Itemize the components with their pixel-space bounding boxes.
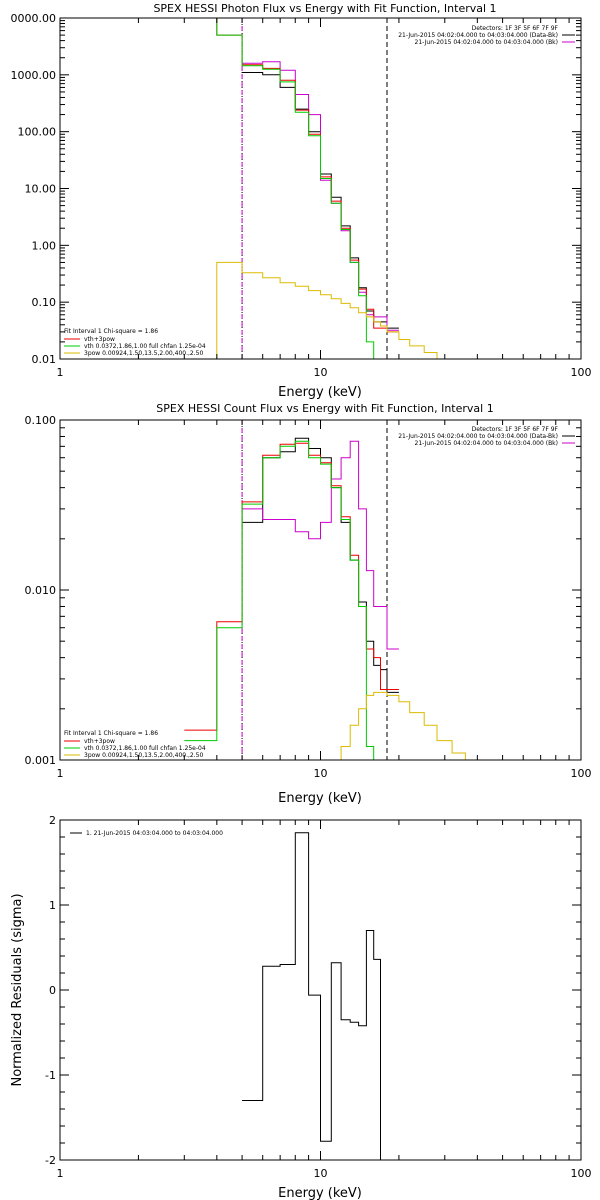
- residuals-y-tick-label: -1: [45, 1069, 56, 1082]
- photon-x-tick-label: 10: [314, 366, 328, 379]
- count-annotation: Detectors: 1F 3F 5F 6F 7F 9F 21-Jun-2015…: [398, 426, 575, 447]
- photon-legend: Fit Interval 1 Chi-square = 1.86 vth+3po…: [64, 328, 206, 357]
- photon-x-tick-label: 100: [571, 366, 592, 379]
- residuals-plot-area: -2 -1 0 1 2 1 10 100: [45, 814, 591, 1180]
- residuals-series-line: [242, 832, 381, 1160]
- photon-x-axis-label: Energy (keV): [278, 385, 362, 400]
- residuals-y-axis-label: Normalized Residuals (sigma): [10, 893, 25, 1086]
- photon-series-line: [242, 61, 399, 331]
- count-x-tick-label: 10: [314, 767, 328, 780]
- photon-legend-entry: 3pow 0.00924,1.50,13.5,2.00,400.,2.50: [84, 350, 203, 357]
- count-y-tick-label: 0.001: [25, 754, 57, 767]
- count-legend: Fit Interval 1 Chi-square = 1.86 vth+3po…: [64, 730, 206, 759]
- photon-series-line: [216, 261, 453, 359]
- residuals-y-tick-label: 2: [49, 814, 56, 827]
- photon-series-line: [216, 18, 399, 333]
- residuals-legend-entry: 1. 21-Jun-2015 04:03:04.000 to 04:03:04.…: [86, 830, 223, 837]
- photon-plot-frame: [59, 17, 582, 360]
- photon-annotation-line: Detectors: 1F 3F 5F 6F 7F 9F: [472, 25, 559, 32]
- residuals-panel: -2 -1 0 1 2 1 10 100 Energy (keV) Normalized Re…: [10, 814, 592, 1200]
- residuals-x-tick-label: 100: [571, 1167, 592, 1180]
- photon-y-tick-label: 100.00: [18, 126, 57, 139]
- photon-annotation-line: 21-Jun-2015 04:02:04.000 to 04:03:04.000…: [415, 39, 558, 46]
- residuals-y-tick-label: 0: [49, 984, 56, 997]
- count-legend-entry: vth 0.0372,1.86,1.00 full chfan 1.25e-04: [84, 745, 206, 752]
- photon-annotation-line: 21-Jun-2015 04:02:04.000 to 04:03:04.000…: [398, 32, 558, 39]
- photon-legend-entry: vth+3pow: [84, 336, 115, 343]
- photon-y-tick-label: 0.10: [32, 296, 57, 309]
- count-flux-panel: SPEX HESSI Count Flux vs Energy with Fit…: [25, 402, 592, 806]
- photon-y-tick-label: 0.01: [32, 353, 57, 366]
- photon-annotation: Detectors: 1F 3F 5F 6F 7F 9F 21-Jun-2015…: [398, 25, 575, 46]
- photon-chart-title: SPEX HESSI Photon Flux vs Energy with Fi…: [153, 2, 496, 15]
- count-x-tick-label: 1: [57, 767, 64, 780]
- count-series-line: [242, 437, 399, 693]
- count-legend-header: Fit Interval 1 Chi-square = 1.86: [64, 730, 158, 737]
- count-series-line: [184, 440, 375, 760]
- count-x-axis-label: Energy (keV): [278, 791, 362, 806]
- residuals-x-tick-label: 10: [314, 1167, 328, 1180]
- photon-y-tick-label: 10.00: [25, 183, 57, 196]
- photon-y-tick-label: 0000.00: [11, 12, 57, 25]
- count-x-tick-label: 100: [571, 767, 592, 780]
- count-annotation-line: 21-Jun-2015 04:02:04.000 to 04:03:04.000…: [415, 440, 558, 447]
- count-y-tick-label: 0.010: [25, 584, 57, 597]
- photon-x-tick-label: 1: [57, 366, 64, 379]
- residuals-legend: 1. 21-Jun-2015 04:03:04.000 to 04:03:04.…: [70, 830, 223, 837]
- residuals-data-layer: [242, 832, 381, 1160]
- photon-flux-panel: SPEX HESSI Photon Flux vs Energy with Fi…: [11, 2, 592, 400]
- count-chart-title: SPEX HESSI Count Flux vs Energy with Fit…: [156, 402, 493, 415]
- count-legend-entry: 3pow 0.00924,1.50,13.5,2.00,400.,2.50: [84, 752, 203, 759]
- residuals-x-tick-label: 1: [57, 1167, 64, 1180]
- photon-series-line: [216, 18, 375, 359]
- photon-y-tick-label: 1.00: [32, 239, 57, 252]
- photon-legend-header: Fit Interval 1 Chi-square = 1.86: [64, 328, 158, 335]
- count-series-line: [340, 691, 466, 760]
- count-y-tick-label: 0.100: [25, 414, 57, 427]
- photon-data-layer: [216, 18, 453, 359]
- count-plot-area: 0.001 0.010 0.100 1 10 100: [25, 414, 592, 780]
- count-annotation-line: Detectors: 1F 3F 5F 6F 7F 9F: [472, 426, 559, 433]
- count-data-layer: [184, 420, 466, 760]
- photon-series-line: [242, 72, 399, 329]
- photon-y-tick-label: 1000.00: [11, 69, 57, 82]
- residuals-plot-frame: [59, 819, 582, 1161]
- count-annotation-line: 21-Jun-2015 04:02:04.000 to 04:03:04.000…: [398, 433, 558, 440]
- photon-plot-area: 0.01 0.10 1.00 10.00 100.00 1000.00 0000.00 1 10…: [11, 12, 592, 379]
- residuals-y-tick-label: -2: [45, 1154, 56, 1167]
- count-plot-frame: [59, 419, 582, 761]
- residuals-x-axis-label: Energy (keV): [278, 1186, 362, 1200]
- photon-legend-entry: vth 0.0372,1.86,1.00 full chfan 1.25e-04: [84, 343, 206, 350]
- count-legend-entry: vth+3pow: [84, 738, 115, 745]
- count-series-line: [242, 440, 399, 650]
- residuals-y-tick-label: 1: [49, 899, 56, 912]
